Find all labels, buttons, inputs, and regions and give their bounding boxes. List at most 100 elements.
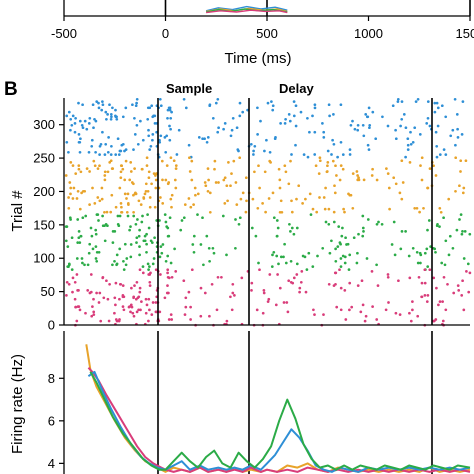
raster-spike [418,210,421,214]
raster-spike [149,239,153,243]
raster-spike [333,271,337,275]
raster-spike [318,159,322,163]
raster-spike [468,232,472,236]
raster-spike [332,210,336,214]
raster-spike [313,130,317,134]
raster-spike [121,294,125,297]
raster-spike [133,133,137,136]
raster-spike [416,314,420,318]
raster-spike [98,199,102,203]
raster-spike [343,255,347,259]
raster-spike [304,290,308,294]
raster-spike [283,122,287,125]
raster-spike [163,213,167,216]
raster-spike [294,104,298,108]
raster-spike [339,140,343,144]
raster-spike [271,108,275,112]
raster-spike [206,136,210,139]
raster-spike [92,313,96,316]
raster-spike [366,143,370,147]
raster-spike [116,222,120,226]
raster-y-axis-label: Trial # [9,190,26,232]
raster-spike [126,202,130,205]
raster-spike [375,178,379,182]
raster-spike [347,268,351,271]
raster-spike [375,222,379,226]
raster-spike [67,262,71,266]
raster-spike [295,273,299,276]
raster-spike [114,108,117,112]
raster-spike [255,308,259,312]
raster-spike [408,161,412,164]
raster-spike [352,236,356,240]
raster-spike [129,303,133,307]
raster-spike [463,230,467,233]
raster-spike [100,108,104,112]
raster-spike [461,191,465,195]
raster-spike [89,273,93,276]
raster-spike [356,123,360,127]
raster-spike [295,226,299,230]
raster-spike [169,313,173,316]
raster-spike [167,181,171,184]
raster-spike [338,268,341,272]
raster-spike [166,234,170,238]
raster-spike [435,101,439,105]
raster-spike [362,178,366,182]
raster-spike [366,115,370,119]
raster-spike [406,137,410,141]
raster-spike [461,100,465,103]
raster-spike [240,276,244,280]
raster-spike [132,214,136,218]
raster-spike [114,205,118,209]
raster-spike [83,263,86,267]
raster-spike [388,207,391,211]
raster-spike [214,181,218,184]
raster-spike [376,284,380,287]
raster-spike [411,300,414,303]
raster-spike [254,234,258,238]
raster-spike [208,314,211,318]
raster-spike [426,265,430,268]
raster-spike [144,311,148,315]
raster-spike [196,192,200,196]
raster-spike [264,210,267,214]
raster-spike [168,106,172,110]
raster-spike [364,314,368,318]
panel-a-x-tick-label: 1000 [354,26,383,41]
raster-spike [313,313,316,316]
raster-spike [80,191,83,195]
raster-spike [404,230,407,233]
raster-spike [108,282,111,286]
raster-spike [339,164,343,167]
raster-spike [100,197,104,201]
raster-spike [135,123,139,127]
raster-spike [459,213,463,216]
raster-spike [275,254,279,258]
raster-spike [150,313,154,316]
raster-spike [76,289,79,292]
raster-spike [332,113,335,116]
raster-spike [355,261,359,265]
raster-spike [427,219,431,222]
raster-spike [103,210,106,214]
raster-spike [121,115,125,119]
raster-spike [225,253,228,257]
raster-spike [114,114,117,118]
raster-spike [207,178,210,182]
raster-spike [305,268,309,271]
raster-spike [98,291,102,295]
raster-spike [270,265,274,268]
raster-spike [151,301,155,304]
raster-spike [256,133,259,136]
raster-spike [210,282,214,286]
raster-spike [413,206,417,210]
raster-spike [98,164,101,168]
raster-spike [165,225,169,228]
raster-spike [77,305,81,308]
raster-spike [74,305,77,309]
raster-spike [153,205,157,209]
raster-spike [252,149,255,153]
panel-a-x-axis-label: Time (ms) [225,50,292,67]
raster-spike [374,137,378,141]
